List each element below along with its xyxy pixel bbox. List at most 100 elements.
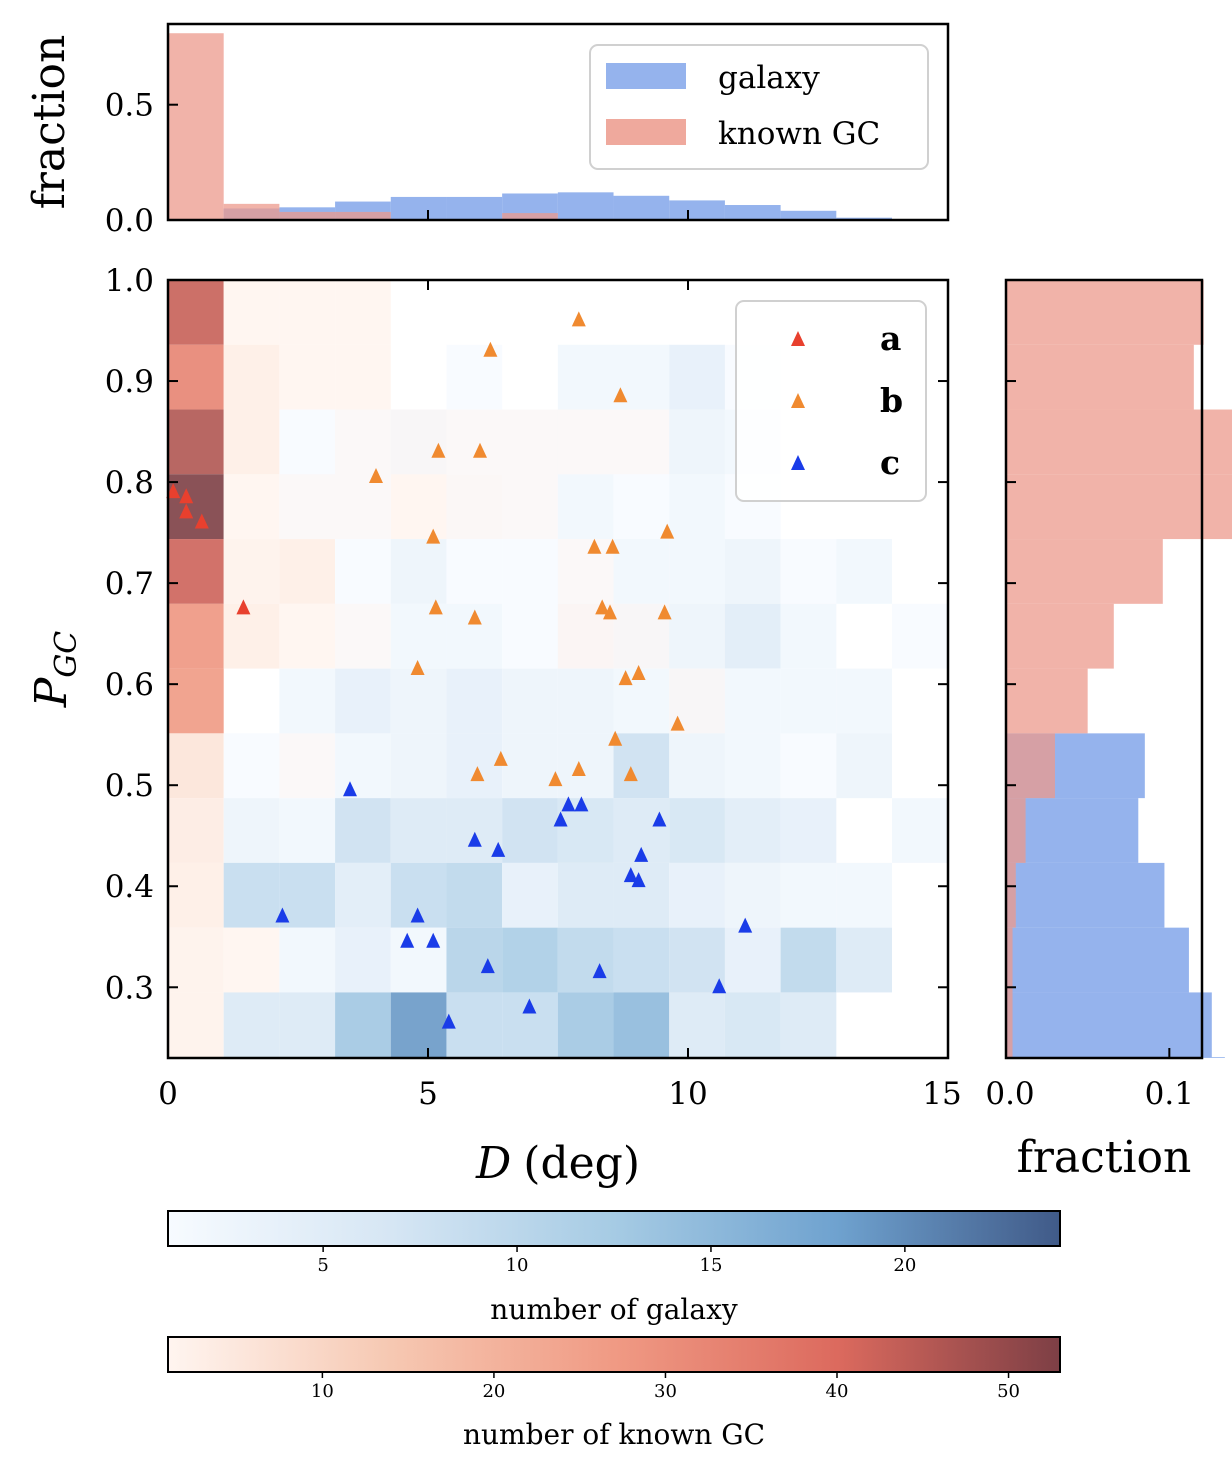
x-tick-label: 5 xyxy=(418,1076,438,1112)
heatmap-galaxy-cell xyxy=(724,992,781,1058)
heatmap-gc-cell xyxy=(168,927,224,993)
heatmap-galaxy-cell xyxy=(335,409,391,475)
right-bar-known-gc xyxy=(1006,280,1204,345)
right-bar-known-gc xyxy=(1006,409,1232,475)
right-histogram-xlabel: fraction xyxy=(1017,1132,1192,1183)
heatmap-galaxy-cell xyxy=(335,603,391,669)
heatmap-galaxy-cell xyxy=(335,539,391,604)
marker-c xyxy=(712,978,727,994)
heatmap-galaxy-cell xyxy=(557,344,614,410)
gc-colorbar-ticks: 10 20 30 40 50 xyxy=(311,1372,1020,1402)
heatmap-gc-cell xyxy=(168,280,224,345)
marker-c xyxy=(631,872,646,888)
marker-b xyxy=(608,730,623,746)
heatmap-galaxy-cell xyxy=(446,668,503,734)
top-y-tick-label: 0.0 xyxy=(105,203,154,239)
heatmap-gc-cell xyxy=(502,409,558,475)
heatmap-gc-cell xyxy=(446,474,503,540)
top-bar-galaxy xyxy=(557,192,614,220)
legend-known-gc-label: known GC xyxy=(718,116,880,152)
right-histogram-frame xyxy=(1004,278,1204,1060)
right-bar-known-gc xyxy=(1006,798,1026,863)
heatmap-gc-cell xyxy=(168,798,224,863)
heatmap-gc-cell xyxy=(223,344,280,410)
marker-legend-box xyxy=(735,300,927,502)
heatmap-galaxy-cell xyxy=(279,862,336,928)
heatmap-gc-cell xyxy=(335,409,391,475)
heatmap-galaxy-cell xyxy=(669,992,725,1058)
legend-galaxy-label: galaxy xyxy=(718,60,820,96)
marker-legend: a b c xyxy=(735,300,927,502)
x-tick-label: 10 xyxy=(668,1076,707,1112)
marker-c xyxy=(491,841,506,857)
colorbar-tick-label: 10 xyxy=(506,1255,529,1276)
heatmap-gc-cell xyxy=(446,409,503,475)
y-tick-label: 0.8 xyxy=(105,465,154,501)
heatmap-gc-cell xyxy=(279,733,336,799)
heatmap-galaxy-cell xyxy=(335,927,391,993)
heatmap-galaxy-cell xyxy=(335,668,391,734)
heatmap-gc-cell xyxy=(557,409,614,475)
main-xlabel: D (deg) xyxy=(475,1138,640,1189)
marker-b xyxy=(571,761,586,777)
top-bar-known-gc xyxy=(168,33,224,221)
heatmap-galaxy-cell xyxy=(613,992,670,1058)
heatmap-galaxy-cell xyxy=(390,798,447,863)
marker-a xyxy=(166,483,181,499)
marker-c xyxy=(400,932,415,948)
right-bar-known-gc xyxy=(1006,668,1088,734)
heatmap-galaxy-cell xyxy=(502,798,558,863)
heatmap-galaxy-cell xyxy=(279,409,336,475)
heatmap-galaxy-cell xyxy=(891,798,948,863)
main-xlabel-unit: (deg) xyxy=(523,1138,640,1189)
heatmap-galaxy-cell xyxy=(223,862,280,928)
heatmap-galaxy-cell xyxy=(669,733,725,799)
marker-b xyxy=(467,609,482,625)
galaxy-colorbar-label: number of galaxy xyxy=(490,1293,738,1326)
heatmap-galaxy-cell xyxy=(502,668,558,734)
main-heatmap-frame xyxy=(166,278,950,1060)
heatmap-galaxy-cell xyxy=(223,733,280,799)
marker-b xyxy=(493,750,508,766)
heatmap-galaxy-cell xyxy=(780,539,837,604)
y-tick-label: 0.6 xyxy=(105,667,154,703)
heatmap-galaxy-cell xyxy=(279,992,336,1058)
marker-c xyxy=(410,907,425,923)
marker-b xyxy=(548,771,563,787)
heatmap-gc-cell xyxy=(168,668,224,734)
heatmap-galaxy-cell xyxy=(724,927,781,993)
marker-b xyxy=(595,599,610,615)
heatmap-gc-cell xyxy=(335,344,391,410)
colorbar-tick-label: 50 xyxy=(997,1381,1020,1402)
right-bar-known-gc xyxy=(1006,539,1163,604)
heatmap-galaxy-cell xyxy=(502,409,558,475)
heatmap-galaxy-cell xyxy=(502,733,558,799)
heatmap-galaxy-cell xyxy=(446,474,503,540)
heatmap-gc-cell xyxy=(502,474,558,540)
heatmap-gc-cell xyxy=(557,539,614,604)
heatmap-gc-cell xyxy=(279,603,336,669)
heatmap-galaxy-cell xyxy=(557,733,614,799)
right-bar-known-gc xyxy=(1006,862,1016,928)
marker-b xyxy=(483,341,498,357)
top-bar-known-gc xyxy=(335,211,391,220)
right-bar-known-gc xyxy=(1006,927,1013,993)
right-bar-known-gc xyxy=(1006,474,1232,540)
marker-b xyxy=(631,665,646,681)
right-bar-galaxy xyxy=(1006,992,1212,1058)
heatmap-galaxy-cell xyxy=(223,798,280,863)
heatmap-galaxy-cell xyxy=(279,798,336,863)
heatmap-gc-cell xyxy=(168,603,224,669)
heatmap-galaxy-cell xyxy=(669,798,725,863)
top-histogram: 0.0 0.5 fraction galaxy known GC xyxy=(24,22,950,239)
gc-colorbar: 10 20 30 40 50 number of known GC xyxy=(167,1336,1061,1451)
heatmap-galaxy-cell xyxy=(279,927,336,993)
marker-b xyxy=(605,538,620,554)
heatmap-galaxy-cell xyxy=(502,927,558,993)
marker-c xyxy=(343,781,357,797)
marker-c xyxy=(652,811,667,827)
heatmap-galaxy-cell xyxy=(669,539,725,604)
heatmap-galaxy-cell xyxy=(613,474,670,540)
y-tick-label: 0.3 xyxy=(105,970,154,1006)
marker-a xyxy=(179,488,194,504)
